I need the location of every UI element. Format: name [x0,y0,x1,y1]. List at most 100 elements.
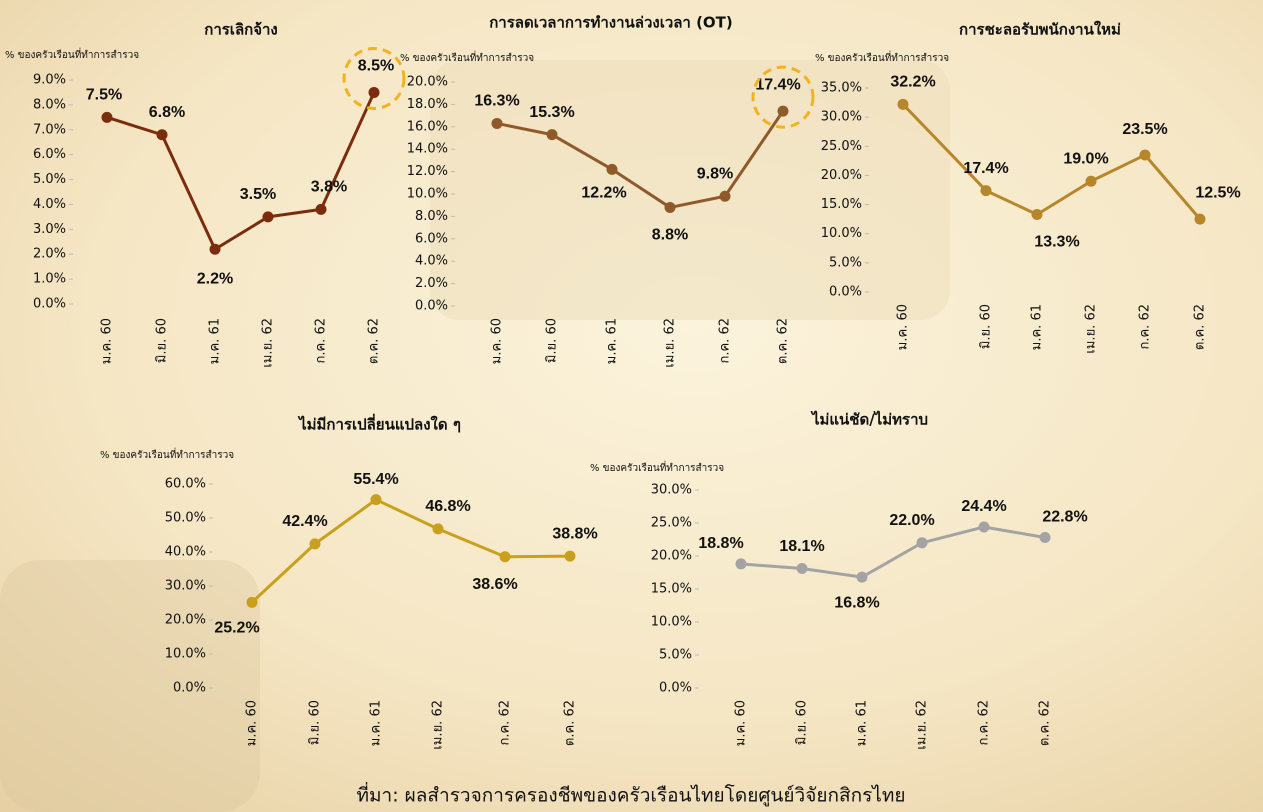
point [369,87,380,98]
y-tick-label: 30.0% [651,483,692,498]
point [433,523,444,534]
y-tick-label: 25.0% [821,139,862,154]
chart-title: ไม่แน่ชัด/ไม่ทราบ [810,410,928,429]
y-tick-label: 6.0% [415,231,448,246]
y-tick-label: 35.0% [821,81,862,96]
x-tick-label: ม.ค. 60 [100,318,115,364]
background-decoration [0,560,260,812]
y-tick-label: 15.0% [651,582,692,597]
y-axis-label: % ของครัวเรือนที่ทำการสำรวจ [100,447,234,461]
y-tick-label: 5.0% [659,648,692,663]
y-tick-label: 15.0% [821,197,862,212]
y-tick-label: 10.0% [165,647,206,662]
y-tick-label: 25.0% [651,516,692,531]
point [1032,209,1043,220]
point [1140,150,1151,161]
data-label: 6.8% [149,104,185,121]
y-tick-label: 30.0% [821,110,862,125]
data-label: 7.5% [86,87,122,104]
point [979,521,990,532]
point [797,563,808,574]
point [665,202,676,213]
chart-title: การเลิกจ้าง [204,21,278,39]
y-tick-label: 20.0% [165,613,206,628]
point [316,204,327,215]
data-label: 8.5% [358,58,394,75]
data-label: 17.4% [755,76,800,93]
x-tick-label: เม.ย. 62 [663,318,678,368]
page: ที่มา: ผลสำรวจการครองชีพของครัวเรือนไทยโ… [0,0,1263,812]
y-tick-label: 0.0% [173,681,206,696]
data-label: 32.2% [890,74,935,91]
x-tick-label: ก.ค. 62 [718,318,733,364]
x-tick-label: ม.ค. 60 [245,700,260,746]
y-tick-label: 7.0% [33,122,66,137]
y-axis-label: % ของครัวเรือนที่ทำการสำรวจ [5,47,139,61]
x-tick-label: เม.ย. 62 [915,700,930,750]
x-tick-label: มิ.ย. 60 [795,700,810,745]
data-label: 9.8% [697,165,733,182]
y-axis-label: % ของครัวเรือนที่ทำการสำรวจ [815,50,949,64]
x-tick-label: เม.ย. 62 [431,700,446,750]
x-tick-label: ต.ค. 62 [367,318,382,364]
chart-title: การลดเวลาการทำงานล่วงเวลา (OT) [489,14,733,32]
point [981,185,992,196]
point [778,106,789,117]
point [565,551,576,562]
data-label: 25.2% [214,620,259,637]
y-tick-label: 4.0% [415,254,448,269]
x-tick-label: มิ.ย. 60 [155,318,170,363]
x-tick-label: ก.ค. 62 [1138,304,1153,350]
data-label: 18.1% [779,538,824,555]
data-label: 8.8% [652,227,688,244]
y-tick-label: 10.0% [651,615,692,630]
y-tick-label: 16.0% [407,119,448,134]
data-label: 38.6% [472,576,517,593]
data-label: 15.3% [529,104,574,121]
data-label: 38.8% [552,525,597,542]
point [607,164,618,175]
y-tick-label: 2.0% [33,247,66,262]
point [500,551,511,562]
y-tick-label: 20.0% [651,549,692,564]
y-tick-label: 14.0% [407,142,448,157]
source-note: ที่มา: ผลสำรวจการครองชีพของครัวเรือนไทยโ… [357,782,906,807]
point [736,558,747,569]
x-tick-label: มิ.ย. 60 [979,304,994,349]
data-label: 42.4% [282,513,327,530]
data-label: 22.0% [889,512,934,529]
x-tick-label: ก.ค. 62 [977,700,992,746]
y-tick-label: 0.0% [415,299,448,314]
y-tick-label: 8.0% [415,209,448,224]
data-label: 13.3% [1034,234,1079,251]
y-tick-label: 8.0% [33,97,66,112]
data-label: 18.8% [698,535,743,552]
chart-title: ไม่มีการเปลี่ยนแปลงใด ๆ [297,414,461,434]
point [547,129,558,140]
y-tick-label: 5.0% [829,255,862,270]
data-label: 55.4% [353,471,398,488]
data-label: 17.4% [963,160,1008,177]
data-label: 46.8% [425,498,470,515]
data-label: 24.4% [961,498,1006,515]
x-tick-label: มิ.ย. 60 [308,700,323,745]
point [371,494,382,505]
y-tick-label: 0.0% [829,285,862,300]
y-tick-label: 12.0% [407,164,448,179]
x-tick-label: ต.ค. 62 [1038,700,1053,746]
point [157,129,168,140]
y-axis-label: % ของครัวเรือนที่ทำการสำรวจ [590,460,724,474]
y-tick-label: 60.0% [165,477,206,492]
y-axis-label: % ของครัวเรือนที่ทำการสำรวจ [400,50,534,64]
y-tick-label: 3.0% [33,222,66,237]
point [102,112,113,123]
data-label: 12.2% [581,185,626,202]
x-tick-label: ม.ค. 61 [855,700,870,746]
point [857,572,868,583]
y-tick-label: 20.0% [407,75,448,90]
x-tick-label: ม.ค. 61 [369,700,384,746]
point [310,538,321,549]
x-tick-label: ม.ค. 61 [1030,304,1045,350]
x-tick-label: ก.ค. 62 [314,318,329,364]
y-tick-label: 6.0% [33,147,66,162]
